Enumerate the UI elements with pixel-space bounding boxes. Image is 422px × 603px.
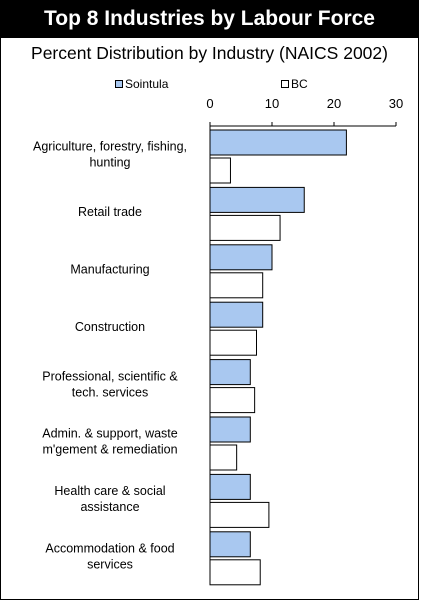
bar-bc (209, 157, 231, 184)
bar-bc (209, 501, 270, 528)
category-label: hunting (89, 156, 130, 170)
category-label: Health care & social (54, 484, 165, 498)
category-label: assistance (80, 500, 139, 514)
category-label: tech. services (72, 385, 148, 399)
bar-bc (209, 272, 264, 299)
bar-sointula (209, 244, 273, 271)
bar-bc (209, 559, 261, 586)
category-label: m'gement & remediation (42, 443, 177, 457)
bar-bc (209, 214, 281, 241)
bar-sointula (209, 129, 347, 156)
category-label: services (87, 558, 133, 572)
legend-label-sointula: Sointula (125, 77, 169, 91)
category-label: Professional, scientific & (42, 369, 178, 383)
bar-sointula (209, 186, 305, 213)
bar-sointula (209, 531, 251, 558)
bar-bc (209, 444, 238, 471)
x-tick-label: 30 (389, 96, 403, 111)
category-label: Accommodation & food (45, 542, 174, 556)
category-label: Admin. & support, waste (42, 427, 178, 441)
chart-title: Top 8 Industries by Labour Force (0, 0, 419, 38)
bar-sointula (209, 359, 251, 386)
bottom-rule (0, 599, 419, 600)
category-label: Manufacturing (70, 263, 149, 277)
bar-sointula (209, 301, 264, 328)
bar-bc (209, 329, 257, 356)
bar-sointula (209, 416, 251, 443)
legend-swatch-bc (281, 80, 289, 88)
category-label: Agriculture, forestry, fishing, (33, 140, 187, 154)
legend-swatch-sointula (115, 80, 123, 88)
category-label: Retail trade (78, 205, 142, 219)
bar-sointula (209, 473, 251, 500)
category-label: Construction (75, 320, 145, 334)
x-tick-label: 0 (206, 96, 213, 111)
bar-bc (209, 387, 256, 414)
legend-label-bc: BC (291, 77, 308, 91)
chart-subtitle: Percent Distribution by Industry (NAICS … (31, 43, 388, 63)
legend-item-sointula: Sointula (115, 77, 168, 91)
x-tick-label: 10 (265, 96, 279, 111)
x-tick-label: 20 (327, 96, 341, 111)
legend-item-bc: BC (281, 77, 308, 91)
